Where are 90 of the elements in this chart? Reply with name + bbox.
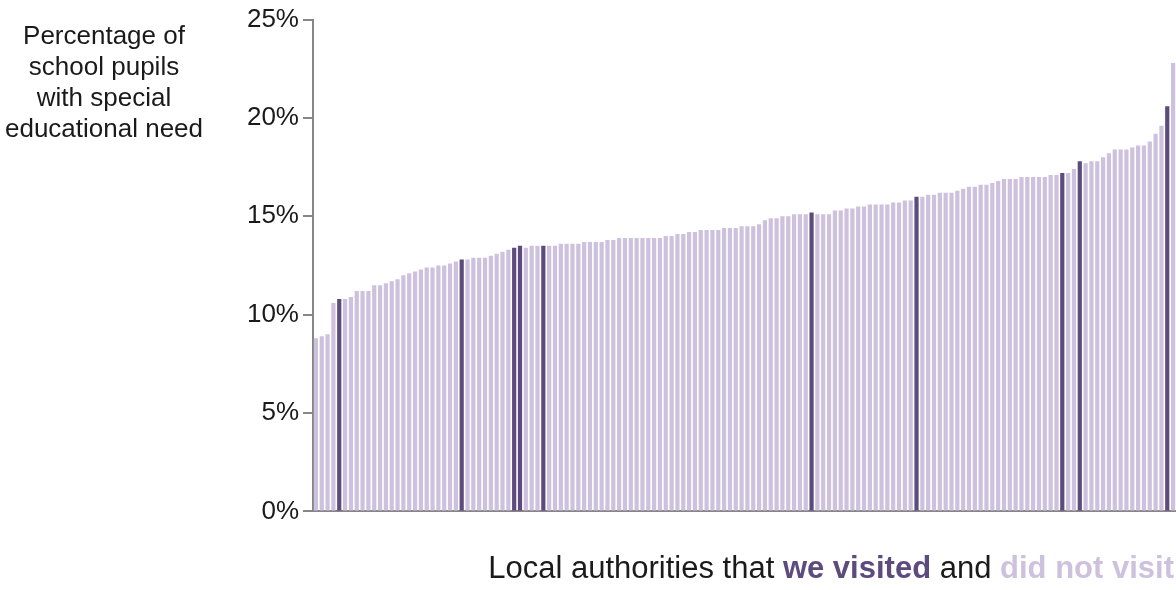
bar (488, 255, 493, 511)
bar (442, 265, 447, 511)
bar (1007, 178, 1012, 511)
bar (756, 224, 762, 511)
bar (477, 257, 482, 511)
bar (1141, 145, 1147, 511)
bar (1106, 153, 1112, 511)
bar (791, 214, 797, 511)
bar (652, 237, 657, 511)
bar (908, 200, 913, 511)
bar (657, 237, 663, 511)
bar (920, 196, 925, 511)
bar (931, 194, 937, 511)
y-tick-label: 10% (246, 297, 299, 328)
bar (961, 188, 966, 511)
bar (1036, 176, 1042, 511)
bar (1071, 169, 1077, 511)
x-axis-title: Local authorities that (488, 550, 775, 585)
bar (517, 245, 523, 511)
bar (966, 186, 972, 511)
bar (914, 196, 919, 511)
bar (926, 194, 931, 511)
bar (453, 261, 458, 511)
y-tick-label: 5% (261, 396, 299, 427)
bar (348, 296, 353, 511)
y-tick-label: 0% (261, 494, 299, 525)
bar (856, 206, 861, 511)
bar (587, 241, 593, 511)
bar (727, 228, 733, 511)
y-tick-label: 25% (246, 2, 299, 33)
bar (1077, 161, 1082, 511)
bar (902, 200, 907, 511)
bar (1066, 173, 1071, 511)
bar (891, 202, 896, 511)
bar (558, 243, 563, 511)
text: and (938, 550, 992, 585)
bar (617, 237, 622, 511)
bar (663, 235, 668, 511)
bar (582, 241, 587, 511)
bar (541, 245, 546, 511)
bar (552, 245, 558, 511)
bar (482, 257, 488, 511)
y-tick-label: 15% (246, 199, 299, 230)
bar (803, 214, 808, 511)
bar (418, 269, 423, 511)
bar (628, 237, 633, 511)
bar (459, 259, 464, 511)
bar (547, 245, 552, 511)
bar (821, 214, 826, 511)
bar (826, 214, 832, 511)
bar (1112, 149, 1117, 511)
bar (1060, 173, 1065, 511)
bar (377, 285, 383, 511)
bar (313, 338, 319, 511)
bar (809, 212, 814, 511)
series-label: did not visit (1000, 550, 1174, 585)
bar (412, 271, 418, 511)
bar (372, 285, 377, 511)
bar (762, 220, 768, 511)
bar (687, 232, 692, 511)
bar (1170, 62, 1176, 511)
bar (996, 180, 1001, 511)
bar (692, 232, 698, 511)
bar (832, 210, 837, 511)
bar (523, 247, 528, 511)
bar (512, 247, 517, 511)
bar (937, 192, 942, 511)
bar (861, 206, 867, 511)
bar (342, 298, 348, 511)
bar (721, 228, 727, 511)
bar (337, 298, 342, 511)
bar (815, 214, 820, 511)
bar (1031, 176, 1036, 511)
bar (622, 237, 628, 511)
bar (867, 204, 872, 511)
y-axis-title: Percentage of school pupils with special educational need (4, 20, 204, 144)
bar (1165, 106, 1170, 511)
bar (972, 186, 977, 511)
bar (1136, 145, 1141, 511)
bar (383, 283, 388, 511)
bar (1101, 157, 1106, 511)
bar (896, 202, 902, 511)
bar (1042, 176, 1047, 511)
y-tick-label: 20% (246, 101, 299, 132)
bar (797, 214, 802, 511)
bar (593, 241, 598, 511)
bar (1001, 178, 1007, 511)
series-label: we visited (782, 550, 932, 585)
bar (407, 273, 412, 511)
bar (447, 263, 453, 511)
